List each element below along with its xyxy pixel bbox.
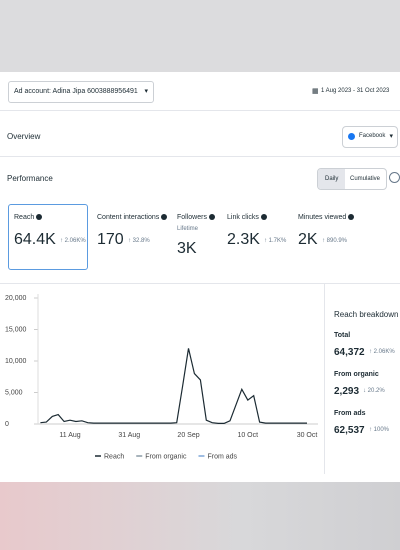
metric-value: 2K	[298, 231, 318, 248]
date-range[interactable]: 1 Aug 2023 - 31 Oct 2023	[321, 88, 390, 94]
metric-label: Link clicks	[227, 214, 267, 221]
metric-label: Followers	[177, 214, 215, 221]
info-icon	[36, 214, 43, 221]
top-band	[0, 0, 400, 72]
x-tick-label: 10 Oct	[237, 432, 258, 439]
x-tick-label: 30 Oct	[297, 432, 318, 439]
view-toggle: Daily Cumulative	[317, 168, 387, 190]
info-icon	[260, 214, 267, 221]
metric-value: 2.3K	[227, 231, 260, 248]
y-tick-label: 10,000	[5, 358, 27, 365]
toggle-active-bg	[318, 169, 345, 189]
toggle-cumulative[interactable]: Cumulative	[350, 176, 381, 182]
metric-change: ↑ 32.8%	[128, 238, 150, 244]
metric-change: ↑ 1.7K%	[264, 238, 287, 244]
chart: 0 5,000 10,000 15,000 20,000 11 Aug 31 Aug 20 S…	[5, 294, 318, 461]
breakdown-label: From ads	[334, 410, 366, 417]
facebook-icon	[348, 133, 355, 140]
legend-label: From organic	[145, 454, 187, 461]
breakdown-change: ↑ 100%	[369, 427, 390, 433]
breakdown-value: 2,293	[334, 386, 360, 397]
ad-account: Ad account: Adina Jipa 6003888956491	[14, 88, 138, 95]
metric-label: Minutes viewed	[298, 214, 355, 221]
calendar-icon: ▦	[312, 88, 319, 95]
overview-title: Overview	[7, 132, 41, 141]
breakdown-label: Total	[334, 332, 351, 339]
info-icon	[208, 214, 215, 221]
y-tick-label: 20,000	[5, 295, 27, 302]
metric-change: ↑ 890.9%	[322, 238, 348, 244]
divider	[0, 156, 400, 157]
y-tick-label: 0	[5, 421, 9, 428]
metric-sublabel: Lifetime	[177, 226, 199, 232]
legend-label: From ads	[207, 454, 237, 461]
reach-line	[40, 348, 307, 424]
y-tick-label: 5,000	[5, 390, 23, 397]
metric-label: Reach	[14, 214, 43, 221]
toggle-daily[interactable]: Daily	[325, 176, 339, 182]
bottom-band	[0, 482, 400, 550]
breakdown-label: From organic	[334, 371, 379, 378]
performance-title: Performance	[7, 174, 53, 183]
divider	[0, 110, 400, 111]
metric-value: 64.4K	[14, 231, 56, 248]
info-icon	[161, 214, 168, 221]
metric-change: ↑ 2.06K%	[60, 238, 86, 244]
platform-select[interactable]: Facebook ▾	[342, 126, 398, 148]
divider	[324, 284, 325, 474]
info-icon	[348, 214, 355, 221]
breakdown-change: ↓ 20.2%	[363, 388, 385, 394]
metric-value: 3K	[177, 240, 197, 257]
x-tick-label: 20 Sep	[177, 432, 199, 439]
selected-metric-frame	[8, 204, 88, 270]
dropdown-arrow: ▾	[389, 133, 393, 140]
ad-account-select[interactable]: Ad account: Adina Jipa 6003888956491 ▾	[8, 81, 154, 103]
divider	[0, 283, 400, 284]
breakdown-value: 62,537	[334, 425, 365, 436]
info-icon	[389, 172, 400, 183]
x-tick-label: 11 Aug	[59, 432, 80, 439]
breakdown-title: Reach breakdown	[334, 310, 399, 319]
legend-label: Reach	[104, 454, 124, 461]
breakdown-change: ↑ 2.06K%	[369, 349, 395, 355]
metric-label: Content interactions	[97, 214, 168, 221]
metric-value: 170	[97, 231, 124, 248]
dropdown-arrow: ▾	[144, 88, 148, 95]
x-tick-label: 31 Aug	[118, 432, 140, 439]
y-tick-label: 15,000	[5, 327, 27, 334]
breakdown-value: 64,372	[334, 347, 365, 358]
platform: Facebook	[359, 133, 386, 139]
